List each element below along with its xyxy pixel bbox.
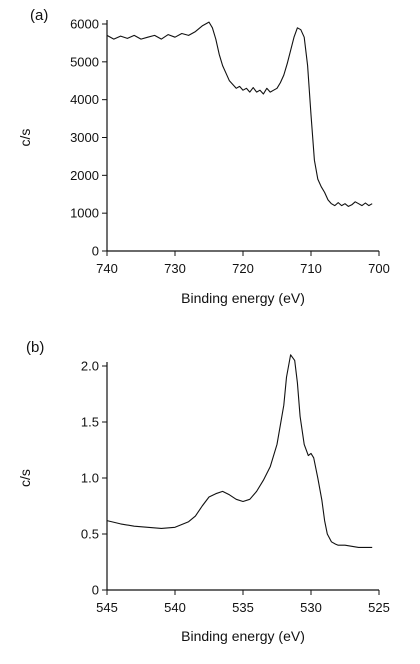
chart-a-y-tick-label: 2000 [70,168,99,183]
chart-b-y-tick-label: 1.5 [81,415,99,430]
chart-b-x-tick-label: 540 [164,600,186,615]
chart-a-y-tick-label: 5000 [70,54,99,69]
chart-a-x-tick-label: 740 [96,261,118,276]
chart-b-x-tick-label: 530 [300,600,322,615]
chart-b-x-axis-title: Binding energy (eV) [181,628,305,644]
chart-a-x-tick-label: 730 [164,261,186,276]
chart-b-x-tick-label: 535 [232,600,254,615]
chart-b-y-tick-label: 0.5 [81,527,99,542]
chart-a-y-axis-title: c/s [17,129,33,147]
chart-b-y-tick-label: 1.0 [81,471,99,486]
chart-a-y-tick-label: 0 [92,244,99,259]
chart-b-series-line [106,354,373,548]
chart-a-y-tick-label: 6000 [70,17,99,32]
chart-a-panel-label: (a) [30,7,48,24]
chart-a-y-tick-label: 1000 [70,206,99,221]
chart-b-y-tick-label: 2.0 [81,359,99,374]
chart-a-x-tick-label: 700 [368,261,390,276]
chart-b-y-tick-label: 0 [92,583,99,598]
chart-a-series-line [106,21,373,207]
chart-a-x-tick-label: 720 [232,261,254,276]
chart-a-x-tick-label: 710 [300,261,322,276]
chart-b-panel-label: (b) [26,339,44,356]
chart-a-x-axis-title: Binding energy (eV) [181,290,305,306]
chart-b-x-tick-label: 545 [96,600,118,615]
chart-b-x-tick-label: 525 [368,600,390,615]
chart-a-y-tick-label: 4000 [70,92,99,107]
chart-b-y-axis-title: c/s [17,469,33,487]
chart-a-y-tick-label: 3000 [70,130,99,145]
